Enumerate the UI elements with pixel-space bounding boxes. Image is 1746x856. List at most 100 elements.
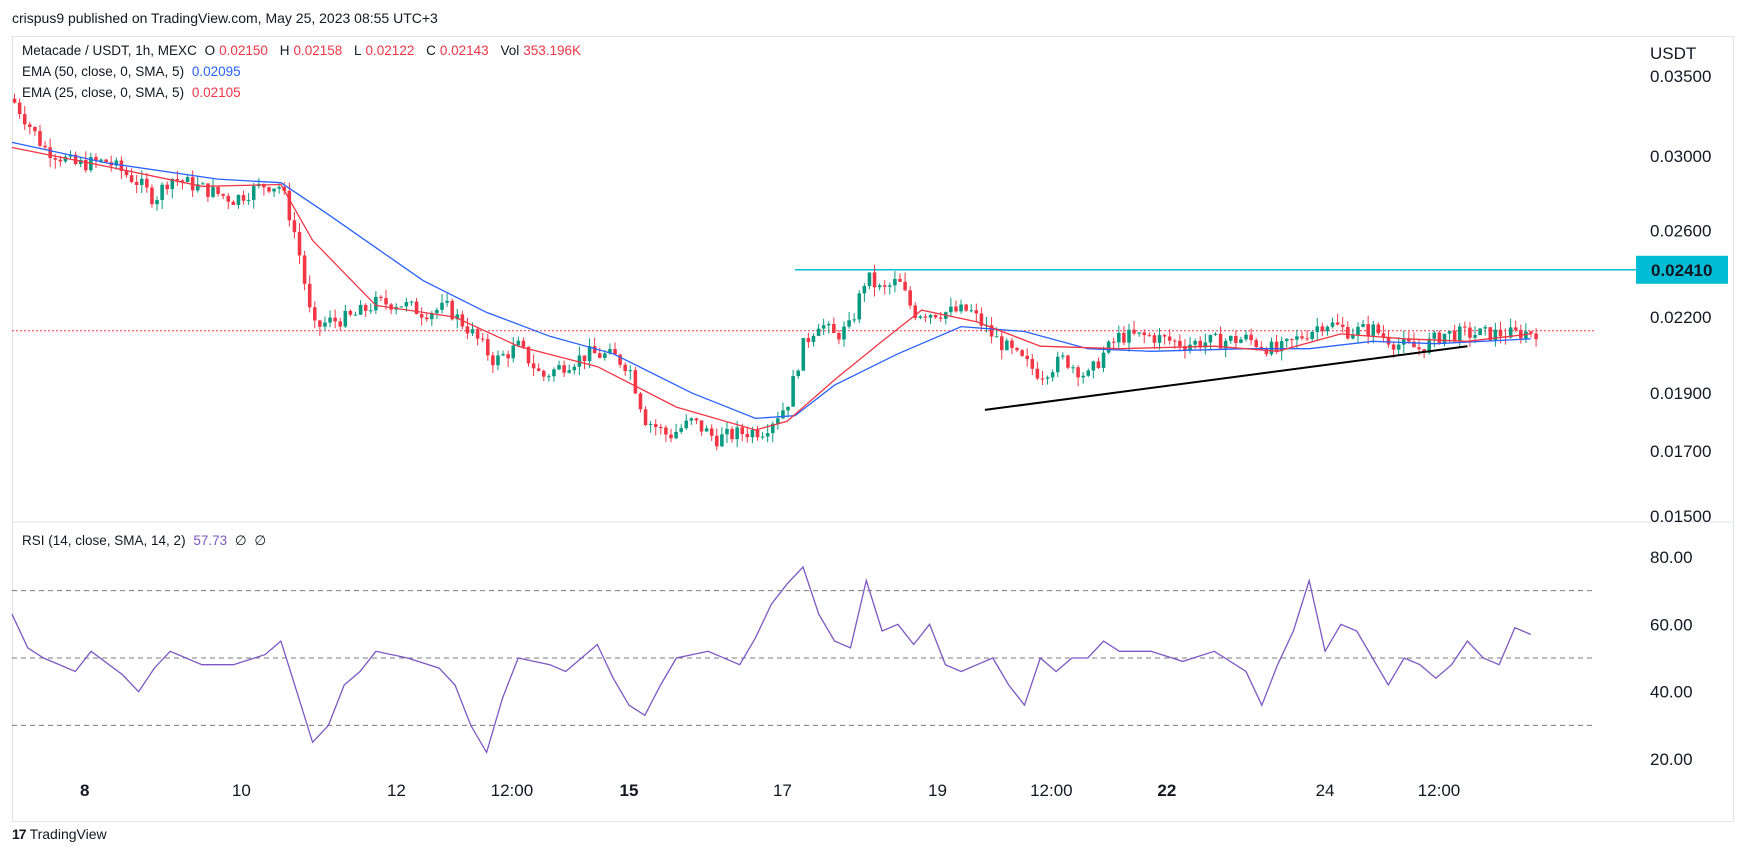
candle-up <box>1478 328 1482 336</box>
open-label: O <box>204 43 216 58</box>
candle-up <box>430 313 434 320</box>
candle-up <box>1508 327 1513 338</box>
rsi-axis-tick: 20.00 <box>1650 750 1693 769</box>
candle-up <box>577 355 582 367</box>
candle-down <box>954 306 958 312</box>
candle-down <box>486 339 490 356</box>
volume-value: 353.196K <box>523 43 582 58</box>
candle-down <box>1513 327 1518 331</box>
candle-down <box>1366 324 1370 336</box>
ema25-legend[interactable]: EMA (25, close, 0, SMA, 5) 0.02105 <box>22 85 245 100</box>
candle-up <box>1279 341 1284 352</box>
candle-down <box>1249 334 1253 341</box>
candle-down <box>659 427 663 429</box>
candle-up <box>786 406 790 411</box>
time-axis-tick: 12 <box>387 781 406 800</box>
candle-down <box>745 434 750 438</box>
candle-up <box>328 317 332 323</box>
candle-up <box>511 345 516 359</box>
candle-down <box>17 102 22 115</box>
candle-up <box>445 300 449 303</box>
candle-up <box>160 184 164 201</box>
candle-up <box>826 323 831 326</box>
candle-up <box>1055 356 1060 373</box>
candle-down <box>613 349 617 355</box>
candle-up <box>857 293 862 320</box>
support-trendline <box>984 345 1468 411</box>
candle-up <box>1244 334 1248 340</box>
chart-frame[interactable] <box>12 36 1734 822</box>
price-legend: Metacade / USDT, 1h, MEXC O 0.02150 H 0.02… <box>22 43 589 58</box>
candle-down <box>730 428 734 440</box>
candle-down <box>837 333 841 340</box>
candle-down <box>740 427 745 435</box>
candle-down <box>22 114 27 125</box>
candle-up <box>776 418 780 424</box>
candle-down <box>43 145 47 148</box>
candle-up <box>1117 332 1121 343</box>
candle-down <box>145 178 149 188</box>
rsi-extra-1: ∅ <box>234 533 247 548</box>
candle-up <box>725 428 729 435</box>
time-axis-tick: 24 <box>1316 781 1335 800</box>
candle-down <box>1254 340 1258 347</box>
candle-up <box>368 310 373 312</box>
candle-up <box>791 375 795 407</box>
candle-up <box>1483 327 1487 329</box>
candle-down <box>1519 330 1523 339</box>
price-axis-tick: 0.02600 <box>1650 221 1711 240</box>
candle-up <box>1193 340 1197 345</box>
candle-down <box>475 329 480 339</box>
candle-down <box>1066 355 1070 368</box>
ema50-legend[interactable]: EMA (50, close, 0, SMA, 5) 0.02095 <box>22 64 245 79</box>
candle-down <box>699 420 704 432</box>
candle-down <box>1122 332 1126 343</box>
candle-up <box>1330 322 1335 327</box>
candle-up <box>816 328 821 336</box>
candle-down <box>989 325 994 337</box>
candle-down <box>1529 331 1533 334</box>
time-axis-tick: 22 <box>1157 781 1176 800</box>
candle-down <box>562 365 566 373</box>
candle-down <box>1463 326 1467 328</box>
rsi-value: 57.73 <box>193 533 228 548</box>
time-axis-tick: 12:00 <box>1030 781 1073 800</box>
candle-up <box>404 302 409 307</box>
candle-down <box>1290 339 1294 341</box>
ema50-line <box>11 141 1531 420</box>
candle-up <box>1061 355 1065 357</box>
candle-down <box>134 182 139 185</box>
tradingview-logo: 17 <box>12 826 27 842</box>
ema50-value: 0.02095 <box>191 64 241 79</box>
candle-up <box>1361 324 1365 327</box>
candle-down <box>38 131 42 146</box>
candle-up <box>547 376 551 378</box>
ema50-label: EMA (50, close, 0, SMA, 5) <box>22 64 185 79</box>
time-axis-tick: 8 <box>80 781 89 800</box>
candle-down <box>1025 355 1029 360</box>
footer-brand[interactable]: 17 TradingView <box>12 826 107 842</box>
candle-down <box>1218 333 1223 349</box>
candle-down <box>872 272 877 288</box>
resistance-price-badge <box>1636 255 1728 284</box>
candle-down <box>302 255 307 284</box>
top-bar: crispus9 published on TradingView.com, M… <box>0 0 1746 36</box>
candle-up <box>78 159 83 165</box>
candle-up <box>211 186 215 197</box>
currency-label: USDT <box>1650 44 1696 63</box>
candle-down <box>165 184 169 190</box>
candle-up <box>195 184 200 191</box>
candle-up <box>358 304 363 315</box>
candle-up <box>435 309 439 314</box>
candle-down <box>715 435 719 447</box>
symbol-label[interactable]: Metacade / USDT, 1h, MEXC <box>22 43 197 58</box>
candle-up <box>1356 326 1360 335</box>
time-axis-tick: 12:00 <box>1418 781 1461 800</box>
candle-up <box>1351 334 1355 339</box>
rsi-legend[interactable]: RSI (14, close, SMA, 14, 2) 57.73 ∅ ∅ <box>22 533 270 549</box>
candle-up <box>440 302 444 310</box>
candle-down <box>526 346 531 364</box>
candle-down <box>297 232 302 256</box>
candle-up <box>1157 335 1162 343</box>
